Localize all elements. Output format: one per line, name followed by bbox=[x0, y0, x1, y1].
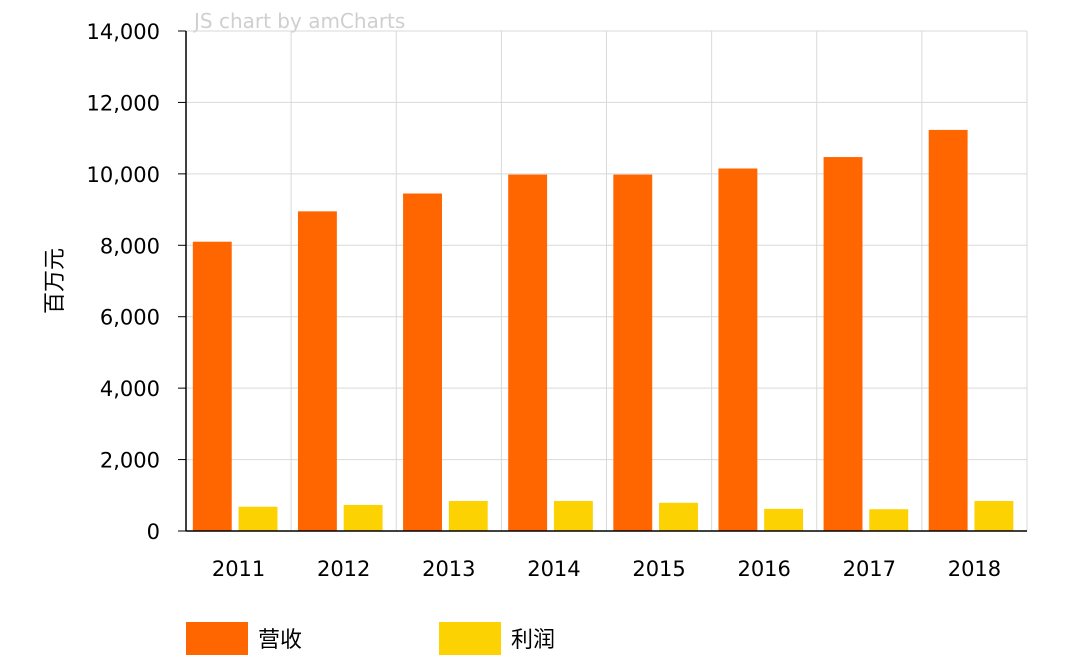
legend-swatch[interactable] bbox=[439, 622, 501, 655]
y-tick-label: 12,000 bbox=[87, 91, 160, 115]
x-tick-label: 2018 bbox=[948, 557, 1001, 581]
legend: 营收 利润 bbox=[186, 622, 555, 655]
x-tick-label: 2016 bbox=[737, 557, 790, 581]
bar-revenue[interactable] bbox=[403, 193, 442, 532]
bar-revenue[interactable] bbox=[613, 174, 653, 532]
bar-profit[interactable] bbox=[238, 506, 278, 531]
bars bbox=[192, 129, 1014, 532]
x-tick-label: 2011 bbox=[212, 557, 265, 581]
y-tick-label: 2,000 bbox=[100, 449, 160, 473]
axes: 0 2,000 4,000 6,000 8,000 10,000 12,000 14,000 2… bbox=[87, 20, 1027, 581]
y-tick-label: 4,000 bbox=[100, 377, 160, 401]
y-axis-title: 百万元 bbox=[43, 248, 68, 314]
bar-profit[interactable] bbox=[448, 501, 488, 531]
x-tick-label: 2014 bbox=[527, 557, 580, 581]
y-tick-label: 6,000 bbox=[100, 306, 160, 330]
y-tick-label: 14,000 bbox=[87, 20, 160, 44]
y-tick-label: 8,000 bbox=[100, 234, 160, 258]
bar-revenue[interactable] bbox=[192, 241, 232, 531]
bar-profit[interactable] bbox=[869, 509, 909, 531]
bar-revenue[interactable] bbox=[823, 157, 863, 532]
bar-revenue[interactable] bbox=[928, 129, 968, 531]
x-tick-label: 2013 bbox=[422, 557, 475, 581]
legend-label[interactable]: 营收 bbox=[258, 628, 302, 653]
x-tick-label: 2017 bbox=[843, 557, 896, 581]
legend-label[interactable]: 利润 bbox=[511, 628, 555, 653]
bar-profit[interactable] bbox=[764, 508, 804, 531]
bar-revenue[interactable] bbox=[297, 211, 337, 531]
bar-profit[interactable] bbox=[553, 501, 593, 531]
legend-swatch[interactable] bbox=[186, 622, 248, 655]
bar-revenue[interactable] bbox=[718, 168, 758, 532]
x-tick-label: 2012 bbox=[317, 557, 370, 581]
x-tick-label: 2015 bbox=[632, 557, 685, 581]
y-tick-label: 0 bbox=[147, 520, 160, 544]
bar-revenue[interactable] bbox=[508, 174, 548, 532]
grid bbox=[186, 30, 1028, 531]
chart-credit[interactable]: JS chart by amCharts bbox=[192, 9, 405, 33]
y-tick-label: 10,000 bbox=[87, 163, 160, 187]
bar-profit[interactable] bbox=[974, 501, 1014, 531]
bar-profit[interactable] bbox=[659, 502, 698, 531]
bar-profit[interactable] bbox=[343, 504, 383, 531]
